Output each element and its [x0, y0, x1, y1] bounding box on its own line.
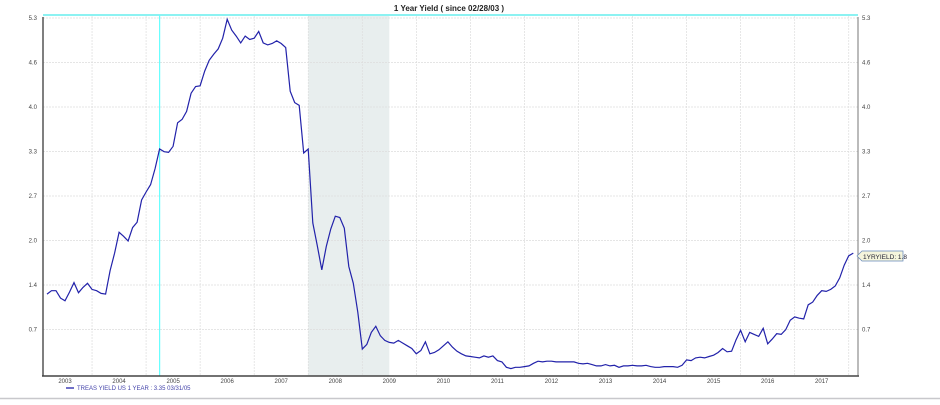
y-tick-label-left: 2.7 — [29, 194, 38, 200]
y-tick-label-left: 3.3 — [29, 150, 38, 156]
x-tick-label: 2010 — [437, 379, 451, 385]
y-tick-label-right: 5.3 — [862, 16, 871, 22]
x-tick-label: 2006 — [220, 379, 234, 385]
y-tick-label-left: 4.0 — [29, 105, 38, 111]
recession-shading — [308, 16, 390, 376]
x-tick-label: 2011 — [491, 379, 505, 385]
y-tick-label-left: 1.4 — [29, 283, 38, 289]
x-tick-label: 2008 — [329, 379, 343, 385]
y-tick-label-left: 2.0 — [29, 239, 38, 245]
y-tick-label-left: 0.7 — [29, 328, 38, 334]
y-tick-label-right: 1.4 — [862, 283, 871, 289]
chart-title: 1 Year Yield ( since 02/28/03 ) — [394, 4, 504, 13]
y-tick-label-right: 3.3 — [862, 150, 871, 156]
y-tick-label-left: 5.3 — [29, 16, 38, 22]
x-tick-label: 2015 — [707, 379, 721, 385]
y-tick-label-right: 2.0 — [862, 239, 871, 245]
legend-text: TREAS YIELD US 1 YEAR : 3.35 03/31/05 — [77, 386, 191, 392]
end-label-text: 1YRYIELD: 1.8 — [863, 254, 907, 261]
y-tick-label-right: 0.7 — [862, 328, 871, 334]
x-tick-label: 2016 — [761, 379, 775, 385]
x-tick-label: 2017 — [815, 379, 829, 385]
x-tick-label: 2004 — [112, 379, 126, 385]
x-tick-label: 2012 — [545, 379, 559, 385]
x-tick-label: 2003 — [58, 379, 72, 385]
series-line-1yr-yield — [46, 17, 854, 370]
x-tick-label: 2009 — [383, 379, 397, 385]
x-tick-label: 2005 — [166, 379, 180, 385]
x-tick-label: 2007 — [275, 379, 289, 385]
legend: TREAS YIELD US 1 YEAR : 3.35 03/31/05 — [66, 386, 191, 392]
y-tick-label-right: 2.7 — [862, 194, 871, 200]
y-tick-label-left: 4.6 — [29, 61, 38, 67]
end-label: 1YRYIELD: 1.8 — [856, 250, 907, 262]
y-tick-label-right: 4.6 — [862, 61, 871, 67]
x-tick-label: 2014 — [653, 379, 667, 385]
y-tick-label-right: 4.0 — [862, 105, 871, 111]
x-tick-label: 2013 — [599, 379, 613, 385]
